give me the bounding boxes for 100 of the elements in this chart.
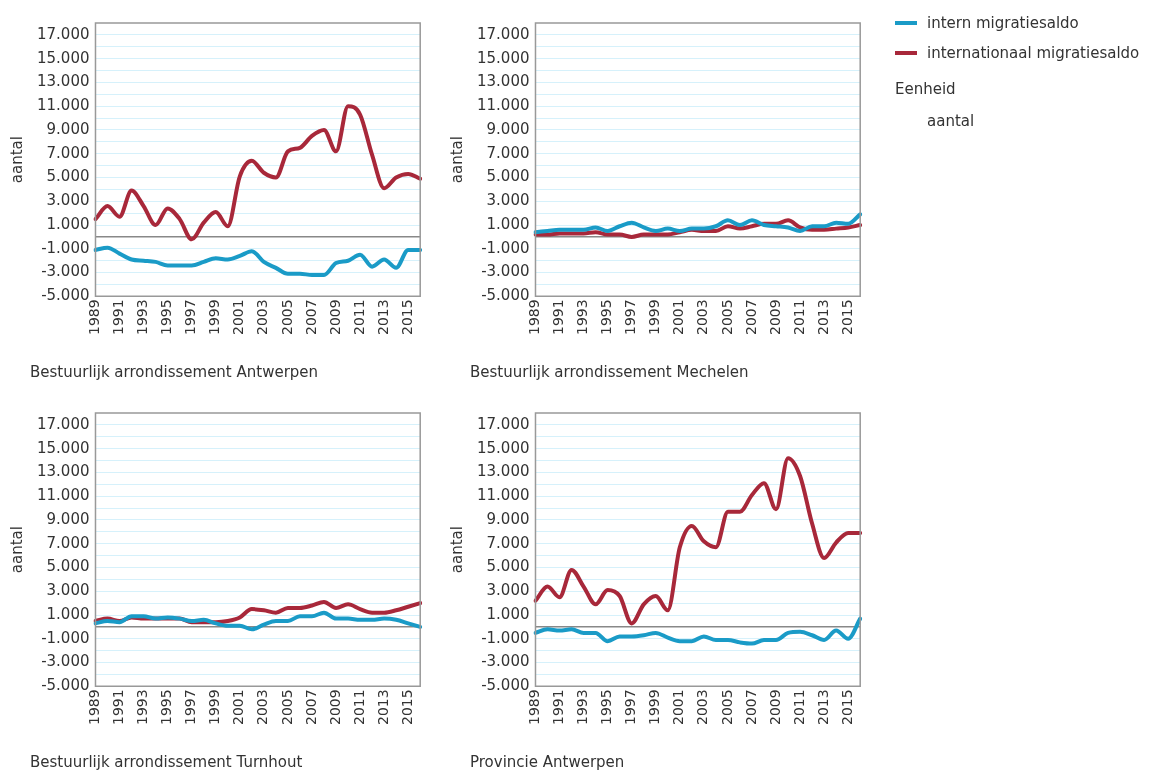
x-tick-label: 1997 <box>182 689 199 726</box>
text: Bestuurlijk arrondissement Antwerpen <box>30 363 319 381</box>
y-tick-label: 5.000 <box>46 167 90 186</box>
y-tick-label: 13.000 <box>476 462 530 481</box>
y-tick-label: -3.000 <box>41 262 90 281</box>
y-tick-label: 11.000 <box>36 96 90 115</box>
x-tick-label: 2013 <box>814 689 831 726</box>
x-tick-label: 2007 <box>742 299 759 336</box>
x-tick-label: 2013 <box>374 299 391 336</box>
x-tick-label: 2015 <box>398 299 415 336</box>
line-series <box>533 616 863 646</box>
x-tick-label: 1999 <box>646 299 663 336</box>
y-tick-label: 3.000 <box>46 191 90 210</box>
x-tick-label: 1993 <box>134 299 151 336</box>
y-tick-label: 15.000 <box>476 48 530 67</box>
x-tick-label: 2009 <box>766 299 783 336</box>
x-tick-label: 1993 <box>134 689 151 726</box>
x-tick-label: 1995 <box>598 299 615 336</box>
x-tick-label: 2007 <box>302 689 319 726</box>
x-tick-label: 2013 <box>374 689 391 726</box>
y-tick-label: 15.000 <box>36 438 90 457</box>
x-tick-label: 1995 <box>158 689 175 726</box>
legend-title: Eenheid <box>895 80 957 98</box>
line-series <box>93 610 423 632</box>
x-tick-label: 1995 <box>158 299 175 336</box>
text: Provincie Antwerpen <box>470 753 625 771</box>
x-tick-label: 2005 <box>718 689 735 726</box>
y-tick-label: 9.000 <box>46 119 90 138</box>
y-axis-title: aantal <box>447 136 466 184</box>
y-tick-label: 1.000 <box>46 604 90 623</box>
x-tick-label: 1993 <box>574 299 591 336</box>
x-tick-label: 2003 <box>254 299 271 336</box>
line-series <box>533 212 863 235</box>
y-tick-label: 3.000 <box>46 581 90 600</box>
y-tick-label: -1.000 <box>481 628 530 647</box>
y-tick-label: -3.000 <box>41 652 90 671</box>
y-tick-label: 3.000 <box>486 581 530 600</box>
x-tick-label: 2001 <box>670 299 687 336</box>
x-tick-label: 1991 <box>550 689 567 726</box>
y-tick-label: 1.000 <box>46 214 90 233</box>
x-tick-label: 2001 <box>230 299 247 336</box>
x-tick-label: 2013 <box>814 299 831 336</box>
x-tick-label: 2009 <box>766 689 783 726</box>
y-tick-label: 17.000 <box>476 24 530 43</box>
legend-label: internationaal migratiesaldo <box>927 44 1140 62</box>
x-tick-label: 2001 <box>670 689 687 726</box>
x-tick-label: 2009 <box>326 689 343 726</box>
x-tick-label: 2001 <box>230 689 247 726</box>
x-tick-label: 2007 <box>742 689 759 726</box>
x-tick-label: 2003 <box>254 689 271 726</box>
y-tick-label: 3.000 <box>486 191 530 210</box>
y-tick-label: 5.000 <box>46 557 90 576</box>
x-tick-label: 2005 <box>278 689 295 726</box>
y-tick-label: -3.000 <box>481 262 530 281</box>
x-tick-label: 2011 <box>350 299 367 336</box>
y-tick-label: 7.000 <box>486 533 530 552</box>
y-tick-label: 11.000 <box>36 486 90 505</box>
y-tick-label: 5.000 <box>486 557 530 576</box>
x-tick-label: 2003 <box>694 689 711 726</box>
y-tick-label: 15.000 <box>476 438 530 457</box>
y-tick-label: 7.000 <box>46 143 90 162</box>
y-tick-label: 11.000 <box>476 486 530 505</box>
x-tick-label: 1997 <box>182 299 199 336</box>
y-axis-title: aantal <box>7 136 26 184</box>
y-tick-label: 15.000 <box>36 48 90 67</box>
y-tick-label: 13.000 <box>476 72 530 91</box>
text: aantal <box>927 112 976 130</box>
x-tick-label: 1991 <box>550 299 567 336</box>
x-tick-label: 1999 <box>646 689 663 726</box>
x-tick-label: 1991 <box>110 689 127 726</box>
y-tick-label: 5.000 <box>486 167 530 186</box>
line-series <box>93 104 423 242</box>
y-tick-label: 17.000 <box>36 24 90 43</box>
y-tick-label: -1.000 <box>41 238 90 257</box>
x-tick-label: 2015 <box>838 689 855 726</box>
x-tick-label: 1999 <box>206 689 223 726</box>
y-tick-label: -1.000 <box>41 628 90 647</box>
y-tick-label: 13.000 <box>36 72 90 91</box>
x-tick-label: 2015 <box>398 689 415 726</box>
text: Bestuurlijk arrondissement Turnhout <box>30 753 303 771</box>
y-tick-label: 9.000 <box>486 119 530 138</box>
y-tick-label: 1.000 <box>486 604 530 623</box>
x-tick-label: 2015 <box>838 299 855 336</box>
y-tick-label: -3.000 <box>481 652 530 671</box>
x-tick-label: 2005 <box>278 299 295 336</box>
y-tick-label: 11.000 <box>476 96 530 115</box>
y-tick-label: 13.000 <box>36 462 90 481</box>
x-tick-label: 1991 <box>110 299 127 336</box>
x-tick-label: 1999 <box>206 299 223 336</box>
x-tick-label: 1997 <box>622 689 639 726</box>
x-tick-label: 2007 <box>302 299 319 336</box>
x-tick-label: 2009 <box>326 299 343 336</box>
x-tick-label: 1993 <box>574 689 591 726</box>
y-tick-label: 1.000 <box>486 214 530 233</box>
x-tick-label: 2011 <box>350 689 367 726</box>
y-tick-label: 7.000 <box>46 533 90 552</box>
y-tick-label: 17.000 <box>36 414 90 433</box>
y-axis-title: aantal <box>7 526 26 574</box>
x-tick-label: 1997 <box>622 299 639 336</box>
x-tick-label: 2011 <box>790 299 807 336</box>
